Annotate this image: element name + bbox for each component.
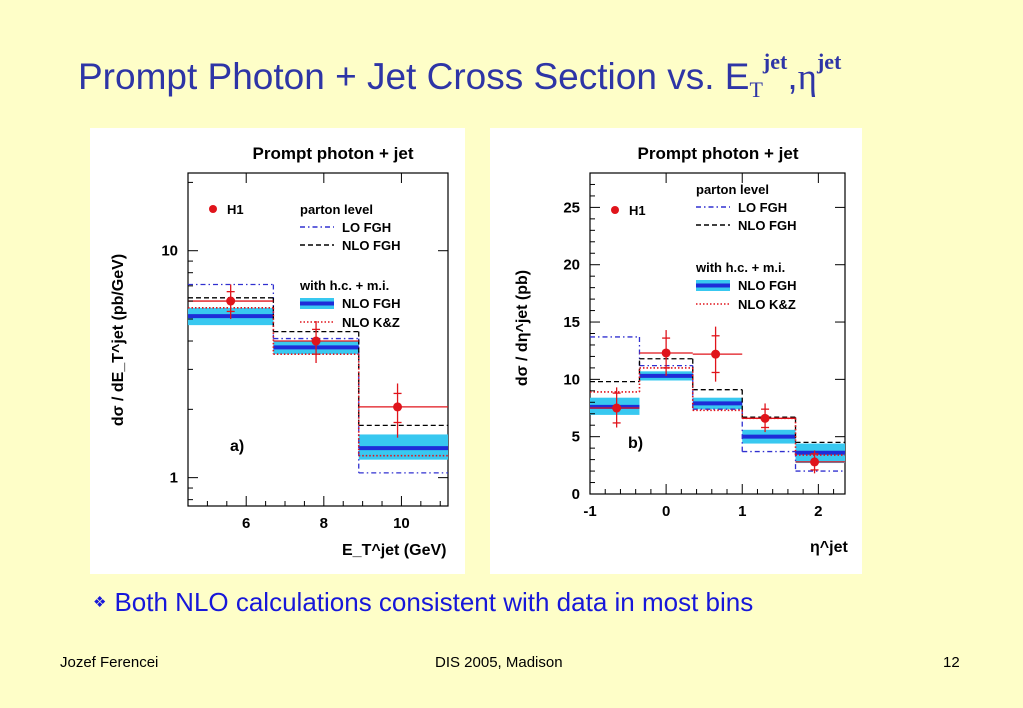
y-tick-label: 15: [563, 314, 580, 331]
legend-nlo-fgh-parton-label: NLO FGH: [738, 218, 797, 233]
legend-nlo-fgh-label: NLO FGH: [738, 278, 797, 293]
data-point: [711, 349, 721, 359]
legend-group2-header: with h.c. + m.i.: [695, 260, 785, 275]
bullet-text: Both NLO calculations consistent with da…: [114, 587, 754, 617]
x-tick-label: 0: [662, 503, 670, 520]
x-tick-label: -1: [583, 503, 596, 520]
legend-group2-header: with h.c. + m.i.: [299, 278, 389, 293]
legend-lo-fgh-label: LO FGH: [342, 220, 391, 235]
data-point: [760, 413, 770, 423]
y-axis-label: dσ / dE_T^jet (pb/GeV): [110, 254, 127, 426]
bullet-point: ❖ Both NLO calculations consistent with d…: [93, 587, 753, 618]
legend-data-marker: [611, 206, 619, 214]
y-tick-label: 25: [563, 199, 580, 216]
legend-group1-header: parton level: [696, 182, 769, 197]
y-tick-label: 1: [170, 470, 178, 487]
legend-nlo-fgh-parton-label: NLO FGH: [342, 238, 401, 253]
chart-a: Prompt photon + jet 6 8 10 1 10 a) E_T^jet (GeV…: [110, 144, 449, 559]
legend-group1-header: parton level: [300, 202, 373, 217]
data-point: [393, 402, 403, 412]
x-tick-label: 2: [814, 503, 822, 520]
title-eta: η: [797, 57, 817, 98]
legend-data-marker: [209, 205, 217, 213]
diamond-bullet-icon: ❖: [93, 594, 107, 611]
title-main: Prompt Photon + Jet Cross Section vs. E: [78, 56, 750, 97]
x-axis-label: η^jet: [810, 539, 848, 556]
plot-frame: [187, 172, 449, 507]
data-point: [226, 296, 236, 306]
title-separator: ,: [787, 56, 798, 97]
legend-nlo-fgh-label: NLO FGH: [342, 296, 401, 311]
panel-label: b): [628, 435, 643, 452]
title-superscript-1: jet: [762, 49, 788, 74]
x-tick-label: 8: [320, 515, 328, 532]
y-tick-label: 10: [161, 243, 178, 260]
x-tick-label: 1: [738, 503, 746, 520]
x-tick-label: 10: [393, 515, 410, 532]
chart-title: Prompt photon + jet: [637, 144, 798, 163]
legend-lo-fgh-label: LO FGH: [738, 200, 787, 215]
y-tick-label: 10: [563, 371, 580, 388]
x-axis-label: E_T^jet (GeV): [342, 542, 446, 559]
chart-panel-b: Prompt photon + jet -1 0 1 2 0 5 10 15 20 25 b) η^je…: [490, 128, 862, 574]
panel-label: a): [230, 438, 244, 455]
footer-conference: DIS 2005, Madison: [435, 654, 563, 671]
y-axis-label: dσ / dη^jet (pb): [514, 270, 531, 386]
data-point: [661, 348, 671, 358]
chart-panel-a: Prompt photon + jet 6 8 10 1 10 a) E_T^jet (GeV…: [90, 128, 465, 574]
data-point: [612, 403, 622, 413]
y-tick-label: 20: [563, 257, 580, 274]
footer-page-number: 12: [943, 654, 960, 671]
y-tick-label: 0: [572, 486, 580, 503]
data-point: [311, 336, 321, 346]
title-subscript: T: [749, 77, 763, 102]
x-tick-label: 6: [242, 515, 250, 532]
legend-data-label: H1: [629, 203, 646, 218]
y-tick-label: 5: [572, 429, 580, 446]
legend-data-label: H1: [227, 202, 244, 217]
legend-nlo-kz-label: NLO K&Z: [738, 297, 796, 312]
chart-b: Prompt photon + jet-1 0 1 20510152025b)η^je…: [514, 144, 848, 556]
footer-author: Jozef Ferencei: [60, 654, 159, 671]
chart-title: Prompt photon + jet: [252, 144, 413, 163]
legend-nlo-kz-label: NLO K&Z: [342, 315, 400, 330]
title-superscript-2: jet: [816, 49, 842, 74]
data-point: [810, 457, 820, 467]
slide-title: Prompt Photon + Jet Cross Section vs. ET…: [78, 49, 841, 102]
